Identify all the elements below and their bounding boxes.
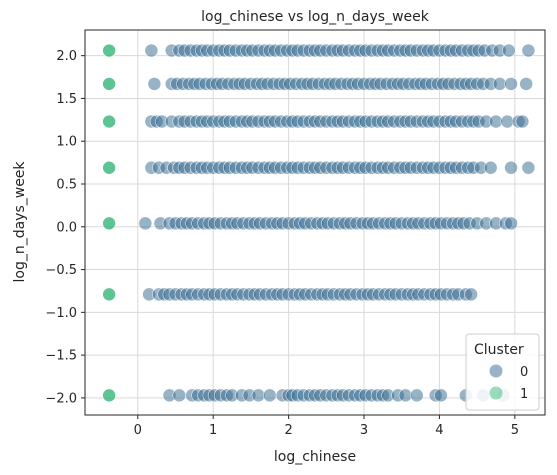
data-point-cluster-1 <box>102 114 116 129</box>
data-point-cluster-0 <box>521 43 536 58</box>
series-1-points <box>102 43 116 403</box>
data-point-cluster-0 <box>144 43 159 58</box>
data-point-cluster-1 <box>102 216 116 231</box>
series-0-points <box>138 43 536 403</box>
x-tick-label: 4 <box>435 423 443 438</box>
plot-frame <box>84 29 546 416</box>
y-tick-label: 0.5 <box>56 178 77 193</box>
x-axis-ticks: 0 1 2 3 4 5 <box>134 415 519 438</box>
legend: Cluster 0 1 <box>465 333 540 411</box>
data-point-cluster-0 <box>502 43 516 58</box>
y-axis-ticks: 2.0 1.5 1.0 0.5 0.0 −0.5 −1.0 −1.5 −2.0 <box>45 49 85 406</box>
legend-marker-1 <box>489 386 503 400</box>
data-point-cluster-0 <box>434 388 448 403</box>
y-tick-label: 2.0 <box>56 49 77 64</box>
data-point-cluster-0 <box>147 77 162 91</box>
data-point-cluster-0 <box>504 216 518 231</box>
data-point-cluster-0 <box>464 287 478 302</box>
x-tick-label: 1 <box>209 423 217 438</box>
y-tick-label: −2.0 <box>45 391 77 406</box>
data-point-cluster-0 <box>410 388 424 403</box>
y-tick-label: −0.5 <box>45 263 77 278</box>
x-tick-label: 3 <box>360 423 368 438</box>
y-tick-label: −1.0 <box>45 306 77 321</box>
y-axis-label: log_n_days_week <box>12 161 28 283</box>
legend-box <box>465 333 540 411</box>
y-tick-label: 0.0 <box>56 220 77 235</box>
data-point-cluster-0 <box>483 160 498 175</box>
legend-title: Cluster <box>474 342 524 358</box>
y-tick-label: 1.0 <box>56 135 77 150</box>
data-point-cluster-1 <box>102 77 116 91</box>
legend-marker-0 <box>489 364 503 378</box>
data-point-cluster-0 <box>262 388 277 403</box>
data-point-cluster-0 <box>172 388 187 403</box>
x-tick-label: 0 <box>134 423 142 438</box>
data-point-cluster-0 <box>504 77 518 91</box>
y-tick-label: −1.5 <box>45 349 77 364</box>
data-point-cluster-0 <box>504 160 518 175</box>
legend-label-1: 1 <box>520 387 528 402</box>
data-point-cluster-1 <box>102 287 116 302</box>
x-axis-label: log_chinese <box>274 449 356 465</box>
data-point-cluster-1 <box>102 160 116 175</box>
data-point-cluster-0 <box>521 160 536 175</box>
data-point-cluster-1 <box>102 388 116 403</box>
x-tick-label: 2 <box>284 423 292 438</box>
legend-label-0: 0 <box>520 365 528 380</box>
data-point-cluster-0 <box>519 77 533 91</box>
chart-title: log_chinese vs log_n_days_week <box>201 9 430 25</box>
x-tick-label: 5 <box>511 423 519 438</box>
data-point-cluster-1 <box>102 43 116 58</box>
data-point-cluster-0 <box>138 216 153 231</box>
y-tick-label: 1.5 <box>56 92 77 107</box>
data-point-cluster-0 <box>515 114 530 129</box>
